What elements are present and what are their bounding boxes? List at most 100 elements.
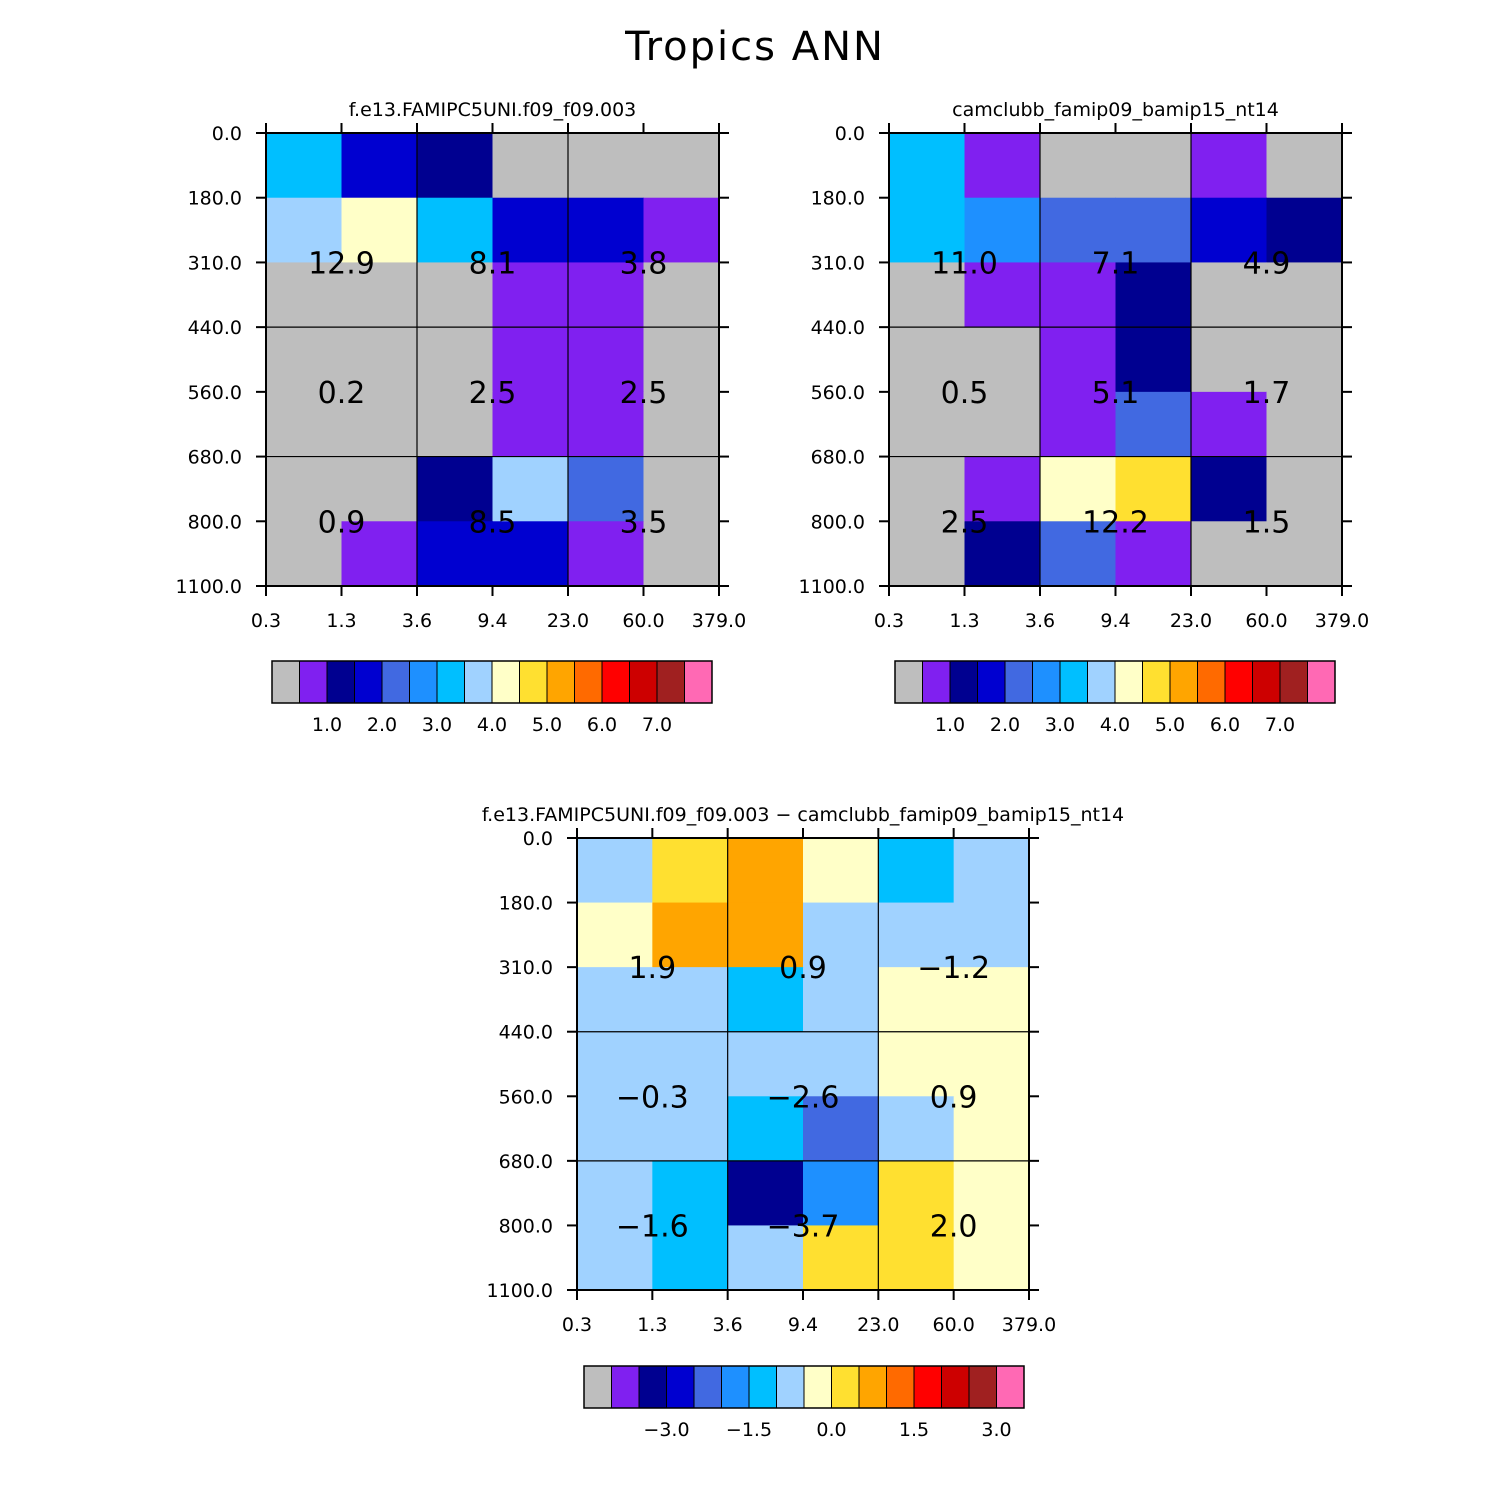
- heatmap-cell: [964, 391, 1041, 458]
- y-tick-label: 180.0: [499, 893, 553, 915]
- colorbar-box: [977, 660, 1006, 704]
- cell-value-label: 2.0: [930, 1209, 978, 1244]
- colorbar-box: [684, 660, 713, 704]
- heatmap-cell: [1266, 456, 1343, 522]
- y-tick-label: 800.0: [188, 511, 242, 533]
- heatmap-cell: [964, 456, 1041, 522]
- x-tick-label: 3.6: [402, 610, 432, 632]
- cell-value-label: 8.5: [469, 505, 517, 540]
- heatmap-cell: [568, 133, 644, 199]
- heatmap-cell: [878, 838, 955, 904]
- x-tick-label: 60.0: [1245, 610, 1287, 632]
- y-tick-label: 440.0: [811, 317, 865, 339]
- heatmap-cell: [643, 456, 720, 522]
- y-tick-label: 560.0: [499, 1086, 553, 1108]
- y-tick-label: 560.0: [188, 382, 242, 404]
- heatmap-cell: [341, 327, 418, 393]
- colorbar-frame: [271, 660, 713, 704]
- heatmap-cell: [964, 197, 1041, 263]
- y-tick-label: 310.0: [188, 252, 242, 274]
- heatmap-cell: [803, 1160, 879, 1226]
- cell-value-label: 0.2: [318, 376, 366, 411]
- colorbar-label: 2.0: [990, 714, 1020, 736]
- heatmap-cell: [953, 967, 1030, 1033]
- heatmap-cell: [1040, 391, 1116, 458]
- heatmap-cell: [953, 1031, 1030, 1097]
- cell-value-label: −3.7: [767, 1209, 840, 1244]
- heatmap-cell: [652, 967, 729, 1033]
- y-tick-label: 560.0: [811, 382, 865, 404]
- heatmap-cell: [964, 521, 1041, 587]
- colorbar-label: 1.0: [935, 714, 965, 736]
- heatmap-cell: [266, 456, 342, 522]
- x-tick-label: 379.0: [692, 610, 746, 632]
- heatmap-cell: [341, 391, 418, 458]
- colorbar-frame: [894, 660, 1336, 704]
- heatmap-cell: [577, 1096, 653, 1162]
- heatmap-cell: [878, 1031, 955, 1097]
- colorbar-box: [894, 660, 923, 704]
- y-tick-label: 0.0: [523, 828, 553, 850]
- colorbar-box: [546, 660, 575, 704]
- heatmap-cell: [953, 1225, 1030, 1291]
- heatmap-cell: [1266, 197, 1343, 263]
- y-tick-label: 0.0: [835, 123, 865, 145]
- cell-value-label: 11.0: [931, 246, 998, 281]
- heatmap-cell: [417, 197, 493, 263]
- cell-value-label: 2.5: [620, 376, 668, 411]
- y-tick-label: 440.0: [499, 1022, 553, 1044]
- heatmap-cell: [727, 1096, 804, 1162]
- x-tick-label: 23.0: [857, 1314, 899, 1336]
- heatmap-cell: [727, 1031, 804, 1097]
- heatmap-cell: [266, 521, 342, 587]
- heatmap-cell: [568, 197, 644, 263]
- heatmap-cell: [953, 902, 1030, 968]
- heatmap-cell: [1191, 391, 1267, 458]
- colorbar-label: 1.5: [899, 1419, 929, 1441]
- cell-value-label: 0.9: [930, 1080, 978, 1115]
- cell-value-label: 3.5: [620, 505, 668, 540]
- y-tick-label: 1100.0: [799, 576, 865, 598]
- heatmap-cell: [417, 133, 493, 199]
- heatmap-cell: [341, 521, 418, 587]
- heatmap-cell: [266, 133, 342, 199]
- heatmap-cell: [492, 456, 569, 522]
- heatmap-cell: [727, 967, 804, 1033]
- x-tick-label: 3.6: [1025, 610, 1055, 632]
- heatmap-cell: [1191, 327, 1267, 393]
- x-tick-label: 60.0: [933, 1314, 975, 1336]
- heatmap-cell: [568, 262, 644, 328]
- heatmap-cell: [878, 967, 955, 1033]
- heatmap-cell: [889, 262, 965, 328]
- y-tick-label: 180.0: [188, 188, 242, 210]
- heatmap-cell: [964, 133, 1041, 199]
- cell-value-label: 0.9: [318, 505, 366, 540]
- heatmap-cell: [492, 133, 569, 199]
- heatmap-cell: [1266, 133, 1343, 199]
- colorbar-box: [638, 1365, 667, 1409]
- heatmap-cell: [643, 262, 720, 328]
- heatmap-cell: [727, 838, 804, 904]
- heatmap-cell: [889, 521, 965, 587]
- colorbar-box: [776, 1365, 805, 1409]
- colorbar-box: [574, 660, 603, 704]
- heatmap-cell: [1115, 262, 1192, 328]
- heatmap-cell: [803, 1225, 879, 1291]
- heatmap-cell: [878, 1225, 955, 1291]
- heatmap-cell: [1040, 456, 1116, 522]
- colorbar-box: [922, 660, 951, 704]
- colorbar-box: [1307, 660, 1336, 704]
- heatmap-cell: [889, 327, 965, 393]
- colorbar-box: [611, 1365, 640, 1409]
- colorbar-box: [1004, 660, 1033, 704]
- heatmap-cell: [964, 262, 1041, 328]
- heatmap-cell: [652, 902, 729, 968]
- colorbar-label: 5.0: [1155, 714, 1185, 736]
- heatmap-cell: [643, 391, 720, 458]
- x-tick-label: 9.4: [788, 1314, 818, 1336]
- heatmap-cell: [266, 327, 342, 393]
- colorbar-box: [1032, 660, 1061, 704]
- heatmap-cell: [727, 1160, 804, 1226]
- heatmap-cell: [652, 1160, 729, 1226]
- colorbar-label: 6.0: [587, 714, 617, 736]
